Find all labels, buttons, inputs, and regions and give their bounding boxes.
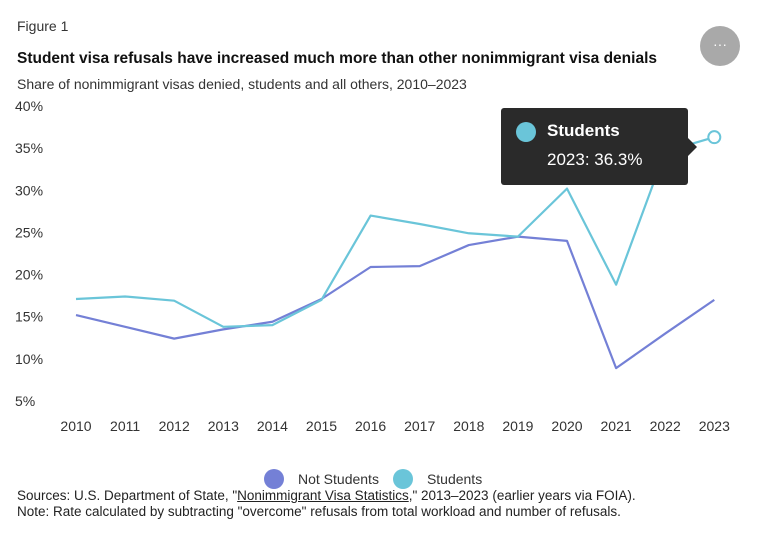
y-tick-label: 25% — [15, 224, 43, 240]
y-tick-label: 5% — [15, 393, 35, 409]
y-tick-label: 40% — [15, 98, 43, 114]
x-tick-label: 2022 — [650, 418, 681, 434]
chart-subtitle: Share of nonimmigrant visas denied, stud… — [17, 76, 467, 92]
tooltip-series-name: Students — [547, 121, 620, 140]
source-notes: Sources: U.S. Department of State, "Noni… — [17, 488, 636, 520]
x-tick-label: 2017 — [404, 418, 435, 434]
legend-swatch-students — [392, 469, 413, 489]
x-tick-label: 2015 — [306, 418, 337, 434]
x-tick-label: 2011 — [110, 418, 140, 434]
x-tick-label: 2021 — [601, 418, 632, 434]
legend: Not Students Students — [264, 469, 496, 489]
y-tick-label: 15% — [15, 309, 43, 325]
x-tick-label: 2010 — [60, 418, 91, 434]
tooltip-value: 2023: 36.3% — [547, 150, 643, 169]
legend-label-students: Students — [426, 471, 483, 487]
y-tick-label: 35% — [15, 140, 43, 156]
legend-swatch-not-students — [264, 469, 284, 489]
ellipsis-icon: ··· — [713, 36, 727, 52]
x-tick-label: 2014 — [257, 418, 288, 434]
x-tick-label: 2012 — [159, 418, 190, 434]
sources-link[interactable]: Nonimmigrant Visa Statistics — [237, 488, 409, 503]
x-tick-label: 2023 — [699, 418, 730, 434]
series-lines — [75, 130, 722, 370]
legend-item-students[interactable]: Students — [392, 469, 483, 489]
x-tick-label: 2016 — [355, 418, 386, 434]
hover-tooltip: Students 2023: 36.3% — [501, 108, 697, 185]
x-tick-label: 2019 — [502, 418, 533, 434]
x-tick-label: 2013 — [208, 418, 239, 434]
x-axis: 2010 2011 2012 2013 2014 2015 2016 2017 2018 2019… — [60, 418, 730, 434]
y-axis: 5% 10% 15% 20% 25% 30% 35% 40% — [15, 98, 43, 409]
figure-label: Figure 1 — [17, 18, 69, 34]
x-tick-label: 2018 — [453, 418, 484, 434]
y-tick-label: 10% — [15, 351, 43, 367]
highlighted-point-students-2023[interactable] — [707, 130, 722, 145]
y-tick-label: 30% — [15, 182, 43, 198]
series-line-students[interactable] — [75, 136, 715, 328]
legend-label-not-students: Not Students — [298, 471, 379, 487]
chart-title: Student visa refusals have increased muc… — [17, 50, 657, 67]
more-options-button[interactable]: ··· — [700, 26, 740, 66]
legend-item-not-students[interactable]: Not Students — [264, 469, 379, 489]
series-line-not-students[interactable] — [75, 235, 715, 370]
y-tick-label: 20% — [15, 267, 43, 283]
sources-line: Sources: U.S. Department of State, "Noni… — [17, 488, 636, 503]
tooltip-series-dot — [516, 122, 536, 142]
note-line: Note: Rate calculated by subtracting "ov… — [17, 504, 621, 519]
x-tick-label: 2020 — [551, 418, 582, 434]
